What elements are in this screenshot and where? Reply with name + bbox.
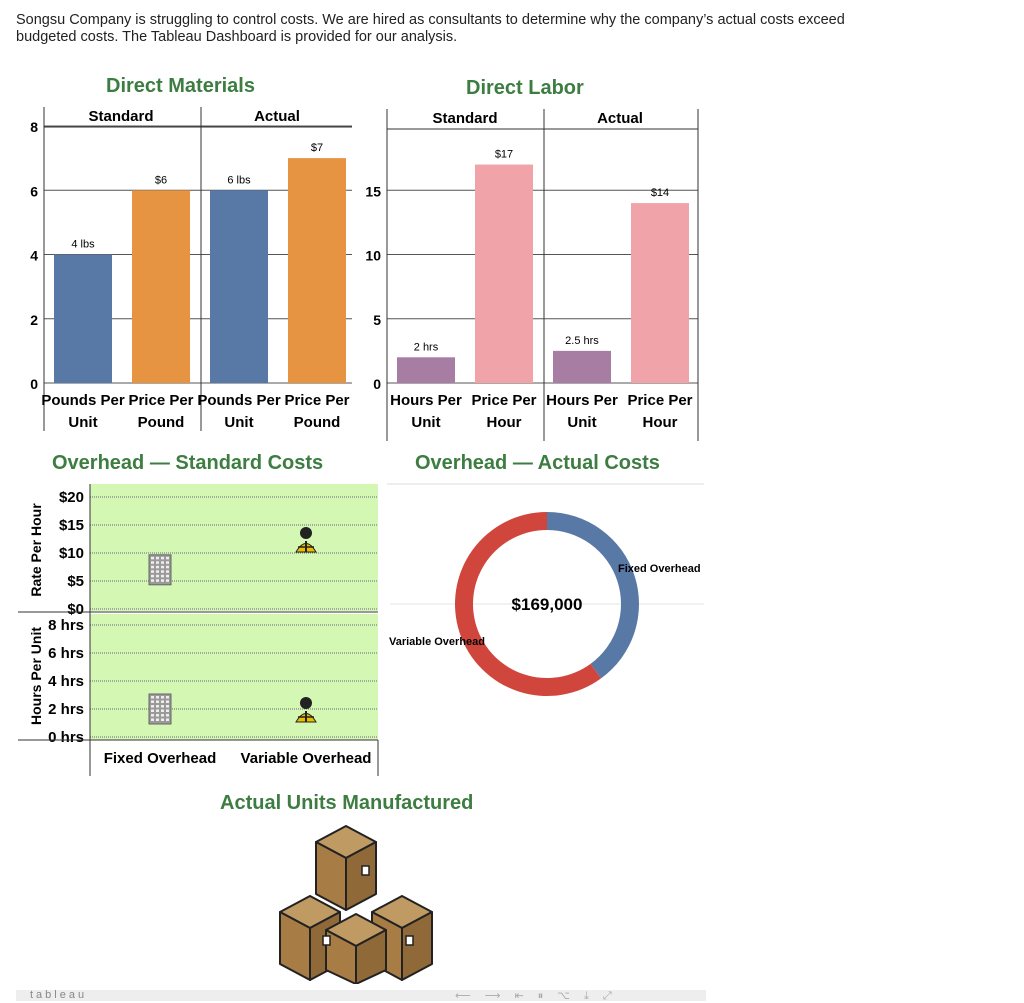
category-label: Variable Overhead: [241, 750, 372, 767]
revert-icon[interactable]: ⇤: [514, 990, 538, 1002]
data-label: $6: [155, 174, 167, 186]
y-tick-label: $10: [59, 545, 84, 562]
category-label: Pounds Per: [41, 392, 125, 409]
group-header: Standard: [432, 110, 497, 127]
y-tick-label: 10: [365, 248, 381, 264]
category-label: Unit: [567, 414, 596, 431]
y-tick-label: 0 hrs: [48, 729, 84, 746]
rate-panel: [90, 484, 378, 611]
data-label: 2 hrs: [414, 341, 439, 353]
category-label: Price Per: [284, 392, 349, 409]
bar: [475, 164, 533, 383]
y-tick-label: 6 hrs: [48, 645, 84, 662]
hours-panel: [90, 614, 378, 740]
category-label: Hour: [487, 414, 522, 431]
redo-icon[interactable]: ⟶: [484, 990, 515, 1002]
y-tick-label: 6: [30, 183, 38, 199]
group-header: Standard: [88, 108, 153, 125]
category-label: Unit: [224, 414, 253, 431]
data-label: 6 lbs: [227, 174, 251, 186]
worker-icon: [295, 527, 317, 553]
category-label: Hour: [643, 414, 678, 431]
toolbar-icons[interactable]: ⟵⟶⇤⏸⌥⤓⤢: [455, 989, 626, 1003]
hours-axis-title: Hours Per Unit: [28, 627, 44, 725]
bar: [631, 203, 689, 383]
category-label: Hours Per: [390, 392, 462, 409]
y-tick-label: 5: [373, 312, 381, 328]
donut-slice: [547, 512, 639, 679]
data-label: 2.5 hrs: [565, 335, 599, 347]
overhead-standard-title: Overhead — Standard Costs: [52, 452, 324, 474]
tableau-logo: tableau: [30, 989, 88, 1001]
data-label: $7: [311, 142, 323, 154]
data-label: 4 lbs: [71, 239, 95, 251]
fullscreen-icon[interactable]: ⤢: [602, 990, 626, 1002]
category-label: Price Per: [627, 392, 692, 409]
category-label: Unit: [411, 414, 440, 431]
y-tick-label: $15: [59, 517, 84, 534]
worker-icon: [295, 697, 317, 723]
y-tick-label: 4 hrs: [48, 673, 84, 690]
donut-slice: [454, 512, 602, 696]
bar: [210, 190, 268, 383]
direct-materials-title: Direct Materials: [106, 75, 255, 97]
data-label: $14: [651, 187, 669, 199]
pause-icon[interactable]: ⏸: [537, 990, 558, 1002]
y-tick-label: $0: [67, 601, 84, 618]
boxes-icon: [279, 825, 433, 984]
y-tick-label: 2: [30, 312, 38, 328]
y-tick-label: 2 hrs: [48, 701, 84, 718]
bar: [132, 190, 190, 383]
overhead-actual-title: Overhead — Actual Costs: [415, 452, 660, 474]
download-icon[interactable]: ⤓: [583, 990, 603, 1002]
y-tick-label: 15: [365, 183, 381, 199]
category-label: Unit: [68, 414, 97, 431]
category-label: Pounds Per: [197, 392, 281, 409]
donut-center-label: $169,000: [512, 595, 583, 614]
y-tick-label: $5: [67, 573, 84, 590]
y-tick-label: 4: [30, 248, 38, 264]
bar: [553, 350, 611, 383]
category-label: Pound: [294, 414, 341, 431]
group-header: Actual: [254, 108, 300, 125]
category-label: Hours Per: [546, 392, 618, 409]
category-label: Pound: [138, 414, 185, 431]
share-icon[interactable]: ⌥: [557, 990, 584, 1002]
y-tick-label: 0: [30, 376, 38, 392]
direct-labor-title: Direct Labor: [466, 77, 584, 99]
y-tick-label: 0: [373, 376, 381, 392]
slice-label: Fixed Overhead: [618, 563, 701, 575]
data-label: $17: [495, 149, 513, 161]
units-title: Actual Units Manufactured: [220, 792, 474, 814]
group-header: Actual: [597, 110, 643, 127]
category-label: Price Per: [128, 392, 193, 409]
y-tick-label: 8 hrs: [48, 617, 84, 634]
intro-text: Songsu Company is struggling to control …: [16, 12, 845, 45]
y-tick-label: $20: [59, 489, 84, 506]
y-tick-label: 8: [30, 119, 38, 135]
bar: [54, 254, 112, 383]
category-label: Price Per: [471, 392, 536, 409]
category-label: Fixed Overhead: [104, 750, 217, 767]
building-icon: [148, 554, 172, 586]
slice-label: Variable Overhead: [389, 636, 485, 648]
undo-icon[interactable]: ⟵: [455, 990, 485, 1002]
bar: [397, 357, 455, 383]
building-icon: [148, 693, 172, 725]
bar: [288, 158, 346, 383]
tableau-toolbar: [16, 990, 706, 1001]
rate-axis-title: Rate Per Hour: [28, 503, 44, 597]
